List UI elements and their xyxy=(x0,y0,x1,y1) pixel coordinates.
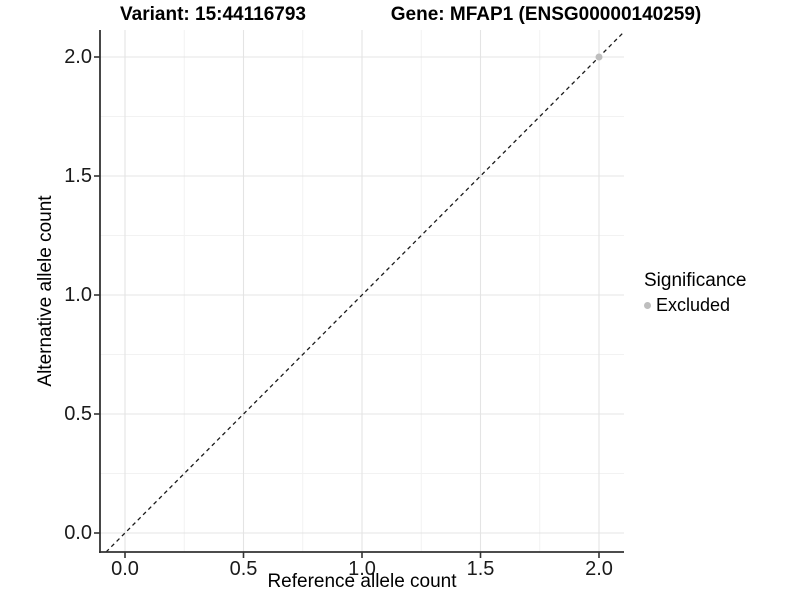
x-axis-title: Reference allele count xyxy=(267,571,457,592)
x-tick-label: 0.5 xyxy=(229,558,258,580)
identity-line xyxy=(105,31,625,553)
y-tick-label: 2.0 xyxy=(64,46,92,68)
variant-title: Variant: 15:44116793 xyxy=(120,4,306,25)
y-tick-label: 1.0 xyxy=(64,284,92,306)
x-tick-label: 1.0 xyxy=(348,558,376,580)
y-tick-label: 0.5 xyxy=(64,403,92,425)
y-tick-label: 1.5 xyxy=(64,165,92,187)
x-tick-label: 1.5 xyxy=(466,558,495,580)
legend-item: Excluded xyxy=(644,295,746,316)
legend-item-label: Excluded xyxy=(656,295,731,315)
legend-point-swatch xyxy=(644,302,651,309)
gene-title: Gene: MFAP1 (ENSG00000140259) xyxy=(390,4,702,25)
x-tick-label: 2.0 xyxy=(585,558,613,580)
legend: Significance Excluded xyxy=(644,270,746,316)
legend-title: Significance xyxy=(644,270,747,291)
data-point xyxy=(595,53,603,61)
y-axis-title: Alternative allele count xyxy=(35,195,56,387)
y-tick-label: 0.0 xyxy=(64,522,92,544)
x-tick-label: 0.0 xyxy=(111,558,139,580)
